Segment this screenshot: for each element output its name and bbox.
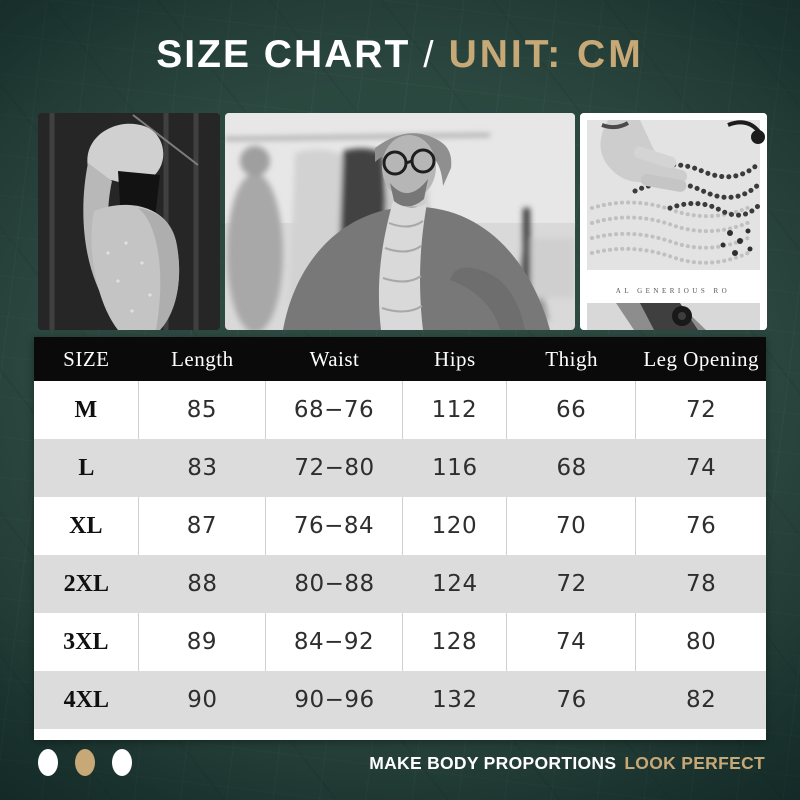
dot-1 bbox=[38, 749, 58, 776]
value-cell: 124 bbox=[432, 571, 478, 597]
tagline-white: MAKE BODY PROPORTIONS bbox=[369, 753, 617, 773]
value-cell: 87 bbox=[139, 497, 267, 555]
table-row-l: L 83 72−80 116 68 74 bbox=[34, 439, 766, 497]
table-row-m: M 85 68−76 112 66 72 bbox=[34, 381, 766, 439]
size-cell: 3XL bbox=[34, 613, 139, 671]
carousel-dots bbox=[38, 749, 132, 776]
size-cell: XL bbox=[34, 497, 139, 555]
value-cell: 72−80 bbox=[294, 455, 375, 481]
value-cell: 70 bbox=[507, 497, 637, 555]
title-separator: / bbox=[423, 34, 436, 75]
table-row-xl: XL 87 76−84 120 70 76 bbox=[34, 497, 766, 555]
tagline: MAKE BODY PROPORTIONS LOOK PERFECT bbox=[369, 753, 765, 774]
beadwork-caption: AL GENERIOUS RO bbox=[616, 287, 730, 295]
photo-beadwork-card: AL GENERIOUS RO bbox=[580, 113, 767, 330]
column-header-waist: Waist bbox=[309, 346, 360, 371]
dot-3 bbox=[112, 749, 132, 776]
title-main: SIZE CHART bbox=[156, 33, 411, 76]
value-cell: 88 bbox=[187, 571, 218, 597]
value-cell: 84−92 bbox=[266, 613, 403, 671]
value-cell: 72 bbox=[686, 397, 717, 423]
size-cell: 2XL bbox=[63, 570, 109, 597]
beadwork-illustration: AL GENERIOUS RO bbox=[580, 113, 767, 330]
table-row-3xl: 3XL 89 84−92 128 74 80 bbox=[34, 613, 766, 671]
value-cell: 89 bbox=[139, 613, 267, 671]
value-cell: 132 bbox=[432, 687, 478, 713]
page-title: SIZE CHART / UNIT: CM bbox=[0, 33, 800, 77]
value-cell: 82 bbox=[686, 687, 717, 713]
value-cell: 78 bbox=[686, 571, 717, 597]
value-cell: 74 bbox=[686, 455, 717, 481]
value-cell: 68 bbox=[556, 455, 587, 481]
value-cell: 80 bbox=[686, 629, 717, 655]
table-row-4xl: 4XL 90 90−96 132 76 82 bbox=[34, 671, 766, 729]
value-cell: 76−84 bbox=[266, 497, 403, 555]
size-table-header: SIZE Length Waist Hips Thigh Leg Opening bbox=[34, 337, 766, 381]
man-figure bbox=[283, 133, 550, 330]
value-cell: 90−96 bbox=[294, 687, 375, 713]
value-cell: 112 bbox=[403, 381, 507, 439]
value-cell: 72 bbox=[556, 571, 587, 597]
value-cell: 76 bbox=[556, 687, 587, 713]
column-header-length: Length bbox=[171, 346, 234, 371]
column-header-size: SIZE bbox=[63, 346, 110, 371]
table-row-2xl: 2XL 88 80−88 124 72 78 bbox=[34, 555, 766, 613]
value-cell: 120 bbox=[403, 497, 507, 555]
dot-2 bbox=[75, 749, 95, 776]
value-cell: 80−88 bbox=[294, 571, 375, 597]
photo-draped-garment bbox=[38, 113, 220, 330]
value-cell: 66 bbox=[507, 381, 637, 439]
size-table: SIZE Length Waist Hips Thigh Leg Opening… bbox=[34, 337, 766, 740]
value-cell: 83 bbox=[187, 455, 218, 481]
value-cell: 76 bbox=[686, 513, 717, 539]
tagline-gold: LOOK PERFECT bbox=[624, 753, 765, 773]
wrist-photo bbox=[587, 303, 760, 330]
value-cell: 116 bbox=[432, 455, 478, 481]
value-cell: 128 bbox=[403, 613, 507, 671]
column-header-leg-opening: Leg Opening bbox=[643, 346, 760, 371]
glasses bbox=[382, 148, 436, 176]
tailor-portrait-illustration bbox=[225, 113, 575, 330]
size-cell: M bbox=[34, 381, 139, 439]
value-cell: 74 bbox=[507, 613, 637, 671]
draped-garment-illustration bbox=[38, 113, 220, 330]
title-unit: UNIT: CM bbox=[448, 33, 644, 76]
column-header-thigh: Thigh bbox=[545, 346, 598, 371]
value-cell: 90 bbox=[187, 687, 218, 713]
size-cell: L bbox=[78, 454, 95, 481]
column-header-hips: Hips bbox=[434, 346, 476, 371]
photo-tailor-portrait bbox=[225, 113, 575, 330]
value-cell: 68−76 bbox=[266, 381, 403, 439]
value-cell: 85 bbox=[139, 381, 267, 439]
hand bbox=[600, 120, 688, 192]
size-cell: 4XL bbox=[63, 686, 109, 713]
